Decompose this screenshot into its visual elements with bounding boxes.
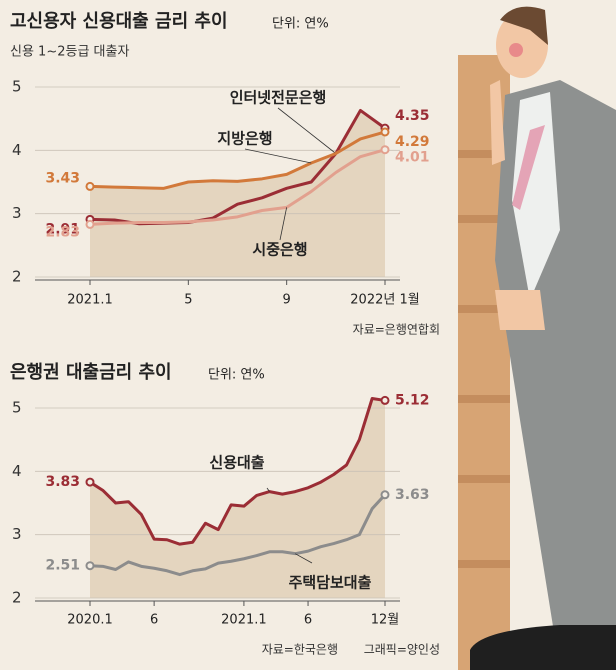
- leader-line: [244, 148, 312, 164]
- x-tick-label: 12월: [371, 613, 400, 628]
- credit: 그래픽=양인성: [364, 643, 440, 657]
- end-point: [380, 490, 390, 500]
- unit-label: 단위: 연%: [272, 17, 329, 32]
- chart-title: 은행권 대출금리 추이: [10, 362, 172, 383]
- end-point: [85, 561, 95, 571]
- value-label: 3.63: [395, 487, 430, 503]
- source: 자료=한국은행: [262, 642, 338, 657]
- series-line: [89, 148, 386, 226]
- end-point: [380, 127, 390, 137]
- x-tick-label: 9: [283, 293, 291, 308]
- series-line: [89, 397, 386, 546]
- hand: [490, 80, 505, 165]
- chart-title: 고신용자 신용대출 금리 추이: [10, 11, 228, 32]
- y-tick-label: 2: [12, 268, 22, 286]
- value-label: 4.29: [395, 134, 430, 150]
- illustration: [458, 6, 616, 670]
- value-label: 2.83: [45, 224, 80, 240]
- value-label: 3.43: [45, 170, 80, 186]
- source: 자료=은행연합회: [353, 322, 440, 337]
- y-tick-label: 5: [12, 78, 22, 96]
- x-tick-label: 5: [184, 293, 192, 308]
- shoe: [470, 625, 616, 670]
- value-label: 5.12: [395, 392, 430, 408]
- chart-subtitle: 신용 1~2등급 대출자: [10, 45, 129, 60]
- x-tick-label: 2021.1: [221, 613, 267, 628]
- y-tick-label: 5: [12, 399, 22, 417]
- x-tick-label: 2021.1: [67, 293, 113, 308]
- leader-line: [279, 207, 288, 241]
- hand-low: [495, 290, 545, 330]
- tie: [512, 125, 545, 210]
- value-label: 3.83: [45, 474, 80, 490]
- hair: [500, 6, 548, 46]
- cheek: [509, 43, 523, 57]
- y-tick-label: 4: [12, 141, 22, 159]
- y-tick-label: 3: [12, 525, 22, 543]
- charts: 고신용자 신용대출 금리 추이 단위: 연%신용 1~2등급 대출자2345202…: [10, 11, 440, 657]
- value-label: 4.01: [395, 150, 430, 166]
- value-label: 2.91: [45, 221, 80, 237]
- y-tick-label: 3: [12, 204, 22, 222]
- series-name: 주택담보대출: [289, 574, 372, 592]
- value-label: 2.51: [45, 558, 80, 574]
- leader-line: [277, 107, 337, 154]
- series-line: [89, 493, 387, 577]
- y-tick-label: 4: [12, 462, 22, 480]
- series-name: 지방은행: [217, 130, 272, 148]
- x-tick-label: 2020.1: [67, 613, 113, 628]
- end-point: [85, 477, 95, 487]
- x-tick-label: 2022년 1월: [350, 293, 419, 308]
- y-tick-label: 2: [12, 589, 22, 607]
- series-name: 신용대출: [209, 454, 264, 472]
- x-tick-label: 6: [150, 613, 158, 628]
- post-stripes: [458, 150, 510, 568]
- series-name: 인터넷전문은행: [230, 89, 327, 107]
- end-point: [85, 219, 95, 229]
- x-tick-label: 6: [304, 613, 312, 628]
- end-point: [380, 145, 390, 155]
- series-name: 시중은행: [252, 241, 307, 259]
- end-point: [380, 395, 390, 405]
- series-line: [89, 130, 386, 190]
- end-point: [85, 181, 95, 191]
- background-area: [90, 110, 385, 277]
- background-area: [90, 398, 385, 598]
- value-label: 4.35: [395, 108, 430, 124]
- shirt: [512, 92, 560, 300]
- leader-line: [295, 553, 313, 564]
- leader-line: [266, 487, 270, 492]
- unit-label: 단위: 연%: [208, 368, 265, 383]
